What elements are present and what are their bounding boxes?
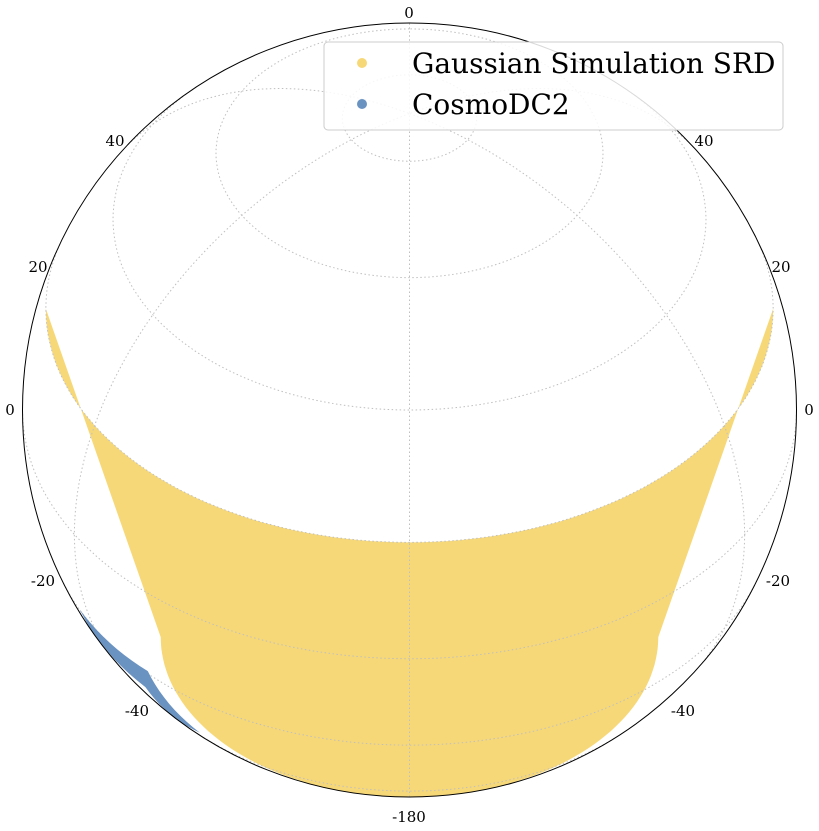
legend-label-gaussian-simulation-srd: Gaussian Simulation SRD: [412, 47, 776, 80]
tick-label-upper-left: 40: [105, 132, 124, 150]
tick-label-upper-right: 40: [694, 132, 713, 150]
tick-label-left: 0: [5, 401, 15, 419]
tick-label-lower-left-20: -20: [31, 572, 55, 590]
tick-label-lower-right-20: -20: [766, 572, 790, 590]
tick-label-top: 0: [404, 4, 414, 22]
legend-label-cosmodc2: CosmoDC2: [412, 88, 570, 121]
legend: Gaussian Simulation SRD CosmoDC2: [323, 41, 784, 131]
globe-boundary: [22, 22, 797, 798]
gridline-parallel: [45, 244, 774, 543]
tick-label-bottom: -180: [392, 808, 426, 826]
tick-label-mid-right: 20: [771, 258, 790, 276]
gridline-parallel: [112, 86, 707, 411]
tick-label-lower-left-40: -40: [125, 702, 149, 720]
legend-frame: [323, 41, 784, 131]
legend-marker-cosmodc2: [357, 99, 367, 109]
gridline-parallel: [215, 28, 604, 279]
cosmodc2-region: [79, 609, 200, 733]
tick-label-lower-right-40: -40: [671, 702, 695, 720]
gridline-parallel: [63, 583, 756, 746]
legend-marker-gaussian-simulation-srd: [357, 58, 367, 68]
tick-label-mid-left: 20: [28, 258, 47, 276]
tick-label-right: 0: [804, 401, 814, 419]
gridline-meridian: [73, 113, 410, 667]
gridline-parallel: [22, 409, 797, 660]
